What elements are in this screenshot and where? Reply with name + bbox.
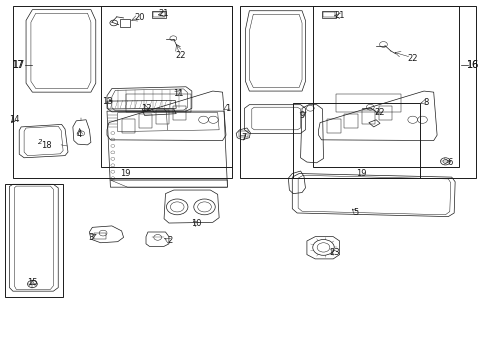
Text: 12: 12 [141, 104, 151, 113]
Bar [239, 6, 475, 178]
Text: 22: 22 [374, 108, 385, 117]
Bar [323, 12, 334, 17]
Text: 4: 4 [77, 130, 82, 139]
Text: 17: 17 [12, 60, 24, 70]
Text: 11: 11 [173, 89, 183, 98]
Text: 13: 13 [102, 96, 112, 105]
Bar [122, 119, 135, 133]
Bar [293, 103, 419, 178]
Bar [153, 12, 164, 17]
Text: 5: 5 [352, 208, 358, 217]
Text: 22: 22 [176, 51, 186, 60]
Text: 10: 10 [191, 219, 202, 228]
Text: 22: 22 [407, 54, 417, 63]
Text: 23: 23 [329, 248, 339, 257]
Text: 8: 8 [422, 98, 427, 107]
Bar [327, 119, 340, 133]
Bar [238, 131, 248, 137]
Text: 14: 14 [9, 115, 20, 124]
Bar [344, 114, 357, 128]
Text: 19: 19 [356, 169, 366, 178]
Text: 6: 6 [447, 158, 452, 167]
Bar [335, 94, 400, 112]
Bar [378, 106, 391, 120]
Text: 3: 3 [88, 233, 93, 242]
Bar [13, 6, 232, 178]
Text: 15: 15 [27, 278, 38, 287]
Bar [156, 110, 169, 124]
Text: 7: 7 [241, 133, 246, 142]
Text: 9: 9 [299, 111, 304, 120]
Text: 2: 2 [39, 139, 43, 145]
Bar [4, 184, 63, 297]
Text: 17: 17 [13, 60, 25, 70]
Bar [172, 106, 186, 120]
Bar [120, 19, 130, 27]
Text: 16: 16 [466, 60, 478, 70]
Text: 19: 19 [120, 169, 130, 178]
Text: 18: 18 [41, 141, 51, 150]
Bar [94, 233, 105, 239]
Bar [312, 6, 458, 167]
Bar [101, 6, 232, 167]
Bar [139, 114, 152, 128]
Bar [126, 94, 190, 112]
Bar [361, 110, 374, 124]
Text: 21: 21 [334, 10, 344, 19]
Text: 1: 1 [224, 104, 229, 113]
Text: 16: 16 [466, 60, 478, 70]
Bar [321, 11, 335, 18]
Bar [152, 11, 166, 18]
Text: 21: 21 [159, 9, 169, 18]
Text: 2: 2 [167, 237, 173, 246]
Text: 20: 20 [134, 13, 144, 22]
